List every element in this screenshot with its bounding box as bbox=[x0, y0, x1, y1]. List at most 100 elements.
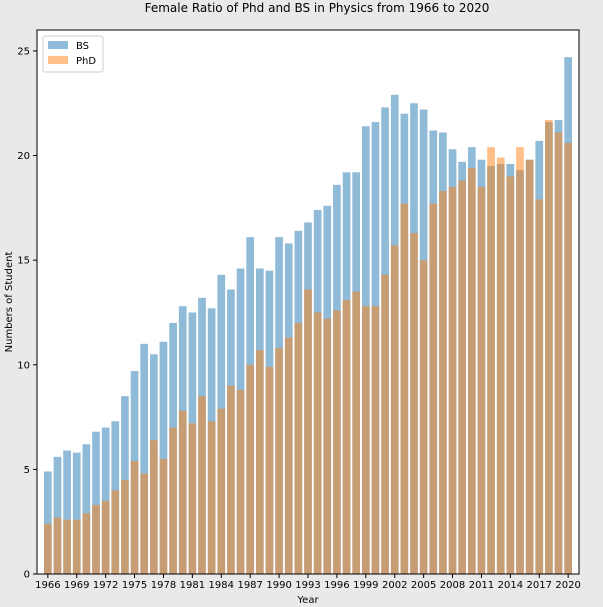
chart-title: Female Ratio of Phd and BS in Physics fr… bbox=[145, 1, 490, 15]
y-tick-label: 20 bbox=[17, 151, 30, 162]
bar-bs-1971 bbox=[92, 431, 100, 574]
x-tick-label: 2002 bbox=[382, 580, 407, 591]
bar-phd-1988 bbox=[255, 350, 264, 574]
bar-phd-1981 bbox=[188, 423, 197, 574]
bar-phd-1986 bbox=[236, 389, 245, 574]
bar-phd-1970 bbox=[82, 513, 91, 574]
x-tick-label: 1966 bbox=[35, 580, 60, 591]
bar-phd-1985 bbox=[227, 385, 235, 574]
bar-phd-1979 bbox=[169, 427, 177, 574]
bar-bs-1968 bbox=[63, 450, 71, 574]
y-tick-label: 15 bbox=[17, 256, 30, 267]
bar-phd-1994 bbox=[313, 312, 322, 574]
y-tick-label: 5 bbox=[24, 465, 30, 476]
bar-phd-2003 bbox=[400, 203, 409, 574]
bar-phd-1996 bbox=[333, 310, 341, 574]
x-tick-label: 2014 bbox=[498, 580, 523, 591]
bar-phd-2009 bbox=[458, 180, 467, 574]
bar-phd-1974 bbox=[121, 479, 129, 574]
bar-bs-1966 bbox=[43, 471, 52, 574]
bar-phd-1980 bbox=[178, 410, 187, 574]
x-axis-ticks: 1966 1969 1972 1975 1978 1981 1984 1987 1990 1993… bbox=[35, 574, 581, 591]
bar-phd-1999 bbox=[361, 306, 370, 574]
legend: BS PhD bbox=[42, 35, 104, 73]
x-tick-label: 1999 bbox=[353, 580, 378, 591]
bar-phd-1987 bbox=[246, 364, 255, 574]
legend-swatch-bs bbox=[48, 41, 68, 49]
bar-phd-2018 bbox=[545, 119, 553, 574]
bar-phd-2010 bbox=[467, 168, 476, 574]
bar-phd-1983 bbox=[207, 421, 216, 574]
bar-bs-1967 bbox=[53, 456, 62, 574]
bar-phd-1998 bbox=[352, 291, 361, 574]
bar-phd-2001 bbox=[381, 274, 389, 574]
bar-phd-1990 bbox=[275, 348, 283, 574]
bar-phd-2007 bbox=[439, 191, 447, 575]
bar-phd-1977 bbox=[149, 440, 158, 574]
bar-phd-2015 bbox=[516, 147, 524, 575]
y-tick-label: 10 bbox=[17, 360, 30, 371]
bar-phd-1984 bbox=[217, 408, 226, 574]
bar-phd-1992 bbox=[294, 322, 303, 574]
bar-bs-1969 bbox=[72, 452, 81, 574]
x-tick-label: 1978 bbox=[151, 580, 176, 591]
bar-phd-2005 bbox=[419, 260, 428, 574]
legend-label-phd: PhD bbox=[76, 56, 96, 67]
bar-bs-1976 bbox=[140, 343, 149, 574]
bar-phd-2002 bbox=[390, 245, 399, 574]
x-tick-label: 1984 bbox=[209, 580, 234, 591]
x-tick-label: 1987 bbox=[237, 580, 262, 591]
bar-phd-2019 bbox=[554, 132, 563, 574]
bar-phd-1995 bbox=[323, 318, 332, 574]
bar-phd-1972 bbox=[101, 500, 110, 574]
x-tick-label: 1972 bbox=[93, 580, 118, 591]
bar-phd-2020 bbox=[564, 142, 573, 575]
bar-phd-1976 bbox=[140, 473, 149, 574]
y-tick-label: 0 bbox=[24, 570, 30, 581]
bar-phd-2011 bbox=[477, 186, 486, 575]
y-tick-label: 25 bbox=[17, 46, 30, 57]
bar-phd-2000 bbox=[371, 306, 380, 574]
bar-phd-2016 bbox=[525, 159, 534, 574]
bar-phd-2008 bbox=[448, 186, 457, 575]
bar-phd-2012 bbox=[487, 147, 495, 575]
bar-bs-1978 bbox=[159, 341, 168, 574]
x-tick-label: 2011 bbox=[469, 580, 494, 591]
x-tick-label: 1981 bbox=[180, 580, 205, 591]
legend-label-bs: BS bbox=[76, 41, 89, 52]
x-tick-label: 1996 bbox=[324, 580, 349, 591]
bar-phd-1968 bbox=[63, 519, 71, 574]
bar-bs-1970 bbox=[82, 444, 91, 574]
bar-phd-2004 bbox=[410, 232, 418, 574]
legend-swatch-phd bbox=[48, 56, 68, 64]
x-tick-label: 1969 bbox=[64, 580, 89, 591]
bar-phd-1966 bbox=[43, 523, 52, 574]
bar-phd-2013 bbox=[496, 157, 505, 574]
phd-bars bbox=[43, 119, 573, 575]
bar-phd-1993 bbox=[304, 289, 312, 574]
bar-phd-2006 bbox=[429, 203, 438, 574]
bar-phd-1982 bbox=[198, 396, 206, 574]
bar-phd-1971 bbox=[92, 504, 100, 574]
bar-phd-1978 bbox=[159, 458, 168, 574]
y-axis-ticks: 0 5 10 15 20 25 bbox=[17, 46, 37, 581]
x-axis-label: Year bbox=[296, 595, 319, 606]
bar-phd-1989 bbox=[265, 366, 274, 574]
bar-phd-1975 bbox=[130, 461, 139, 574]
x-tick-label: 1990 bbox=[266, 580, 291, 591]
bar-phd-1997 bbox=[342, 299, 351, 574]
bar-phd-1973 bbox=[111, 490, 120, 574]
x-tick-label: 2020 bbox=[555, 580, 580, 591]
bar-phd-2017 bbox=[535, 199, 544, 575]
x-tick-label: 1993 bbox=[295, 580, 320, 591]
bar-phd-1991 bbox=[284, 337, 293, 574]
x-tick-label: 2017 bbox=[527, 580, 552, 591]
bar-phd-1969 bbox=[72, 519, 81, 574]
x-tick-label: 1975 bbox=[122, 580, 147, 591]
y-axis-label: Numbers of Student bbox=[4, 252, 15, 353]
bar-phd-1967 bbox=[53, 517, 62, 574]
bar-phd-2014 bbox=[506, 176, 515, 574]
x-tick-label: 2008 bbox=[440, 580, 465, 591]
x-tick-label: 2005 bbox=[411, 580, 436, 591]
